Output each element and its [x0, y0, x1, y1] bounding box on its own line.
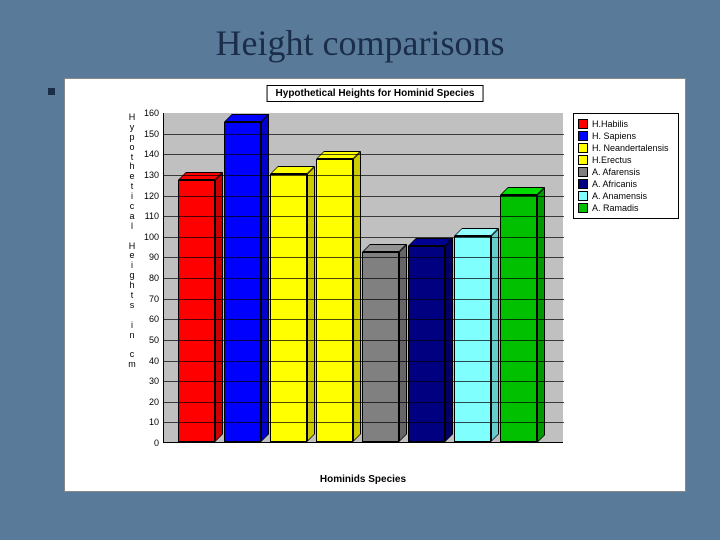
gridline [164, 175, 564, 176]
y-tick-label: 140 [144, 149, 159, 159]
gridline [164, 134, 564, 135]
legend-item: A. Ramadis [578, 203, 674, 213]
legend-swatch [578, 131, 588, 141]
bar-side [399, 244, 407, 442]
y-tick-label: 80 [149, 273, 159, 283]
legend-swatch [578, 143, 588, 153]
y-tick-label: 130 [144, 170, 159, 180]
legend-label: A. Ramadis [592, 203, 639, 213]
gridline [164, 196, 564, 197]
gridline [164, 422, 564, 423]
y-ticks: 0102030405060708090100110120130140150160 [65, 113, 163, 443]
y-tick-label: 30 [149, 376, 159, 386]
gridline [164, 278, 564, 279]
bar-top [500, 187, 545, 195]
y-tick-label: 120 [144, 191, 159, 201]
y-tick-label: 60 [149, 314, 159, 324]
gridline [164, 340, 564, 341]
y-tick-label: 90 [149, 252, 159, 262]
y-tick-label: 20 [149, 397, 159, 407]
y-tick-label: 160 [144, 108, 159, 118]
slide: Height comparisons Hypothetical Heights … [0, 0, 720, 540]
legend: H.Habilis H. Sapiens H. Neandertalensis H.E… [573, 113, 679, 219]
gridline [164, 381, 564, 382]
y-tick-label: 50 [149, 335, 159, 345]
gridline [164, 154, 564, 155]
bar-front [500, 195, 537, 443]
legend-swatch [578, 179, 588, 189]
gridline [164, 319, 564, 320]
y-tick-label: 150 [144, 129, 159, 139]
legend-item: H.Habilis [578, 119, 674, 129]
legend-item: A. Afarensis [578, 167, 674, 177]
y-tick-label: 40 [149, 356, 159, 366]
legend-swatch [578, 203, 588, 213]
bar-front [362, 252, 399, 442]
legend-label: A. Afarensis [592, 167, 640, 177]
legend-label: H. Neandertalensis [592, 143, 669, 153]
gridline [164, 361, 564, 362]
gridline [164, 299, 564, 300]
bar-side [537, 187, 545, 443]
gridline [164, 237, 564, 238]
legend-label: H. Sapiens [592, 131, 636, 141]
legend-label: H.Habilis [592, 119, 628, 129]
bar [500, 187, 545, 443]
y-tick-label: 70 [149, 294, 159, 304]
bullet-marker [48, 88, 55, 95]
x-axis-label: Hominids Species [163, 474, 563, 485]
y-tick-label: 0 [154, 438, 159, 448]
bar-front [454, 236, 491, 442]
legend-item: H.Erectus [578, 155, 674, 165]
gridline [164, 257, 564, 258]
y-axis-label: Hypothetical Heights in cm [127, 113, 137, 443]
bar-front [224, 122, 261, 442]
bar-side [491, 228, 499, 442]
plot-area [163, 113, 563, 443]
bar-group [164, 112, 564, 442]
legend-label: H.Erectus [592, 155, 632, 165]
legend-item: H. Sapiens [578, 131, 674, 141]
legend-label: A. Africanis [592, 179, 637, 189]
bar-top [270, 166, 315, 174]
chart-container: Hypothetical Heights for Hominid Species… [64, 78, 686, 492]
bar [362, 244, 407, 442]
legend-swatch [578, 191, 588, 201]
legend-item: H. Neandertalensis [578, 143, 674, 153]
legend-label: A. Anamensis [592, 191, 647, 201]
gridline [164, 216, 564, 217]
y-tick-label: 110 [145, 211, 159, 221]
bar-front [316, 159, 353, 442]
legend-item: A. Africanis [578, 179, 674, 189]
bar-side [307, 166, 315, 442]
legend-swatch [578, 119, 588, 129]
bar-top [454, 228, 499, 236]
chart-title: Hypothetical Heights for Hominid Species [267, 85, 484, 102]
legend-swatch [578, 155, 588, 165]
legend-item: A. Anamensis [578, 191, 674, 201]
bar [270, 166, 315, 442]
gridline [164, 402, 564, 403]
page-title: Height comparisons [0, 22, 720, 64]
bar [454, 228, 499, 442]
legend-swatch [578, 167, 588, 177]
y-tick-label: 100 [144, 232, 159, 242]
bar-front [408, 246, 445, 442]
y-tick-label: 10 [149, 417, 159, 427]
